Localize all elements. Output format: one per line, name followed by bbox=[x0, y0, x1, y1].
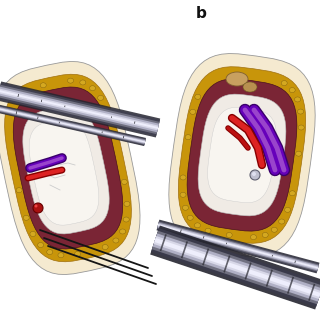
Ellipse shape bbox=[185, 135, 191, 140]
Ellipse shape bbox=[262, 232, 268, 237]
Polygon shape bbox=[0, 61, 140, 275]
Ellipse shape bbox=[23, 215, 29, 220]
Ellipse shape bbox=[190, 109, 196, 114]
Polygon shape bbox=[178, 67, 306, 243]
Ellipse shape bbox=[180, 175, 186, 180]
Ellipse shape bbox=[243, 82, 257, 92]
Ellipse shape bbox=[252, 172, 256, 176]
Ellipse shape bbox=[226, 72, 248, 86]
Ellipse shape bbox=[279, 219, 285, 224]
Ellipse shape bbox=[289, 191, 295, 196]
Ellipse shape bbox=[35, 204, 37, 207]
Ellipse shape bbox=[281, 81, 287, 86]
Polygon shape bbox=[13, 87, 123, 249]
Ellipse shape bbox=[105, 109, 111, 115]
Ellipse shape bbox=[180, 192, 186, 197]
Ellipse shape bbox=[30, 231, 36, 236]
Ellipse shape bbox=[80, 80, 86, 85]
Ellipse shape bbox=[298, 109, 304, 114]
Polygon shape bbox=[4, 74, 132, 262]
Ellipse shape bbox=[98, 95, 104, 100]
Ellipse shape bbox=[102, 244, 108, 250]
Ellipse shape bbox=[16, 188, 22, 193]
Polygon shape bbox=[208, 107, 276, 203]
Polygon shape bbox=[29, 119, 99, 225]
Ellipse shape bbox=[58, 253, 64, 258]
Text: b: b bbox=[196, 6, 207, 21]
Ellipse shape bbox=[296, 151, 302, 156]
Ellipse shape bbox=[90, 86, 95, 91]
Ellipse shape bbox=[226, 233, 232, 237]
Ellipse shape bbox=[195, 94, 201, 99]
Ellipse shape bbox=[111, 131, 117, 136]
Ellipse shape bbox=[75, 252, 81, 256]
Ellipse shape bbox=[251, 235, 256, 240]
Ellipse shape bbox=[120, 229, 125, 234]
Ellipse shape bbox=[113, 238, 119, 243]
Polygon shape bbox=[187, 79, 297, 231]
Polygon shape bbox=[169, 53, 315, 256]
Ellipse shape bbox=[284, 207, 291, 212]
Ellipse shape bbox=[182, 205, 188, 210]
Ellipse shape bbox=[123, 217, 129, 222]
Ellipse shape bbox=[250, 170, 260, 180]
Ellipse shape bbox=[271, 227, 277, 232]
Ellipse shape bbox=[38, 243, 44, 248]
Polygon shape bbox=[23, 106, 109, 234]
Ellipse shape bbox=[47, 250, 53, 254]
Ellipse shape bbox=[298, 125, 304, 130]
Ellipse shape bbox=[68, 78, 74, 83]
Ellipse shape bbox=[124, 201, 130, 206]
Ellipse shape bbox=[40, 83, 46, 88]
Ellipse shape bbox=[295, 97, 300, 102]
Ellipse shape bbox=[205, 228, 211, 233]
Ellipse shape bbox=[33, 203, 43, 213]
Ellipse shape bbox=[187, 215, 193, 220]
Ellipse shape bbox=[195, 223, 200, 228]
Ellipse shape bbox=[289, 88, 295, 92]
Ellipse shape bbox=[121, 180, 127, 184]
Polygon shape bbox=[198, 94, 286, 216]
